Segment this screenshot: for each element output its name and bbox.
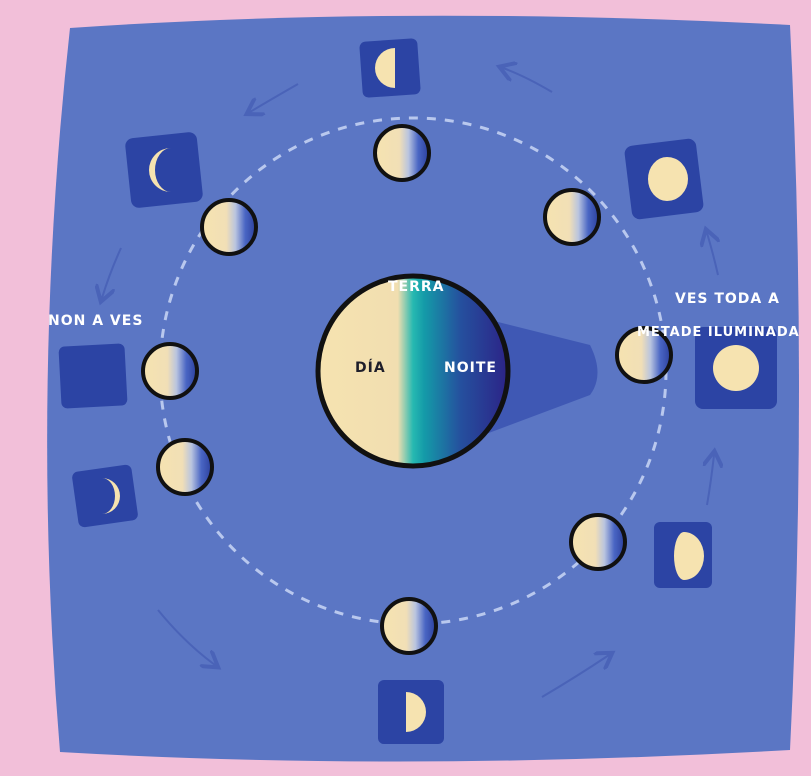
day-label: DÍA xyxy=(355,360,386,376)
phase-waxing-crescent-icon xyxy=(149,148,171,192)
orbit-arrow-right-lower xyxy=(707,455,714,506)
phase-tile-last-quarter xyxy=(378,680,444,744)
phase-waxing-gibbous-icon xyxy=(648,157,688,201)
phase-first-quarter-icon xyxy=(375,48,395,88)
phase-tile-new-moon xyxy=(58,343,128,409)
moon-top xyxy=(373,124,431,182)
not-visible-label: NON A VES xyxy=(48,313,144,329)
moon-bottom xyxy=(380,597,438,655)
earth xyxy=(315,273,511,469)
orbit-arrow-left-lower xyxy=(157,609,215,665)
orbit-arrow-top-right xyxy=(503,68,553,93)
moon-top-left xyxy=(200,198,258,256)
phase-tile-first-quarter xyxy=(359,38,421,98)
phase-tile-waning-gibbous xyxy=(654,522,712,588)
moon-top-right xyxy=(543,188,601,246)
orbit-arrow-top-left xyxy=(250,83,299,112)
moon-left-upper xyxy=(141,342,199,400)
moon-left-lower xyxy=(156,438,214,496)
orbit-arrow-left-upper xyxy=(102,247,122,298)
orbit-arrow-bottom-right xyxy=(541,655,609,698)
phase-last-quarter-icon xyxy=(406,692,426,732)
phase-tile-full-moon xyxy=(695,327,777,409)
phase-tile-waxing-crescent xyxy=(125,132,203,208)
phase-tile-waxing-gibbous xyxy=(624,138,704,220)
full-visible-label-line2: METADE ILUMINADA xyxy=(637,325,800,340)
phase-waning-gibbous-icon xyxy=(674,532,704,580)
orbit-arrow-right-upper xyxy=(707,233,718,276)
earth-label: TERRA xyxy=(388,279,445,295)
phase-tiles xyxy=(58,38,777,744)
moon-bottom-right xyxy=(569,513,627,571)
phase-tile-waning-crescent xyxy=(72,464,138,528)
night-label: NOITE xyxy=(444,360,497,376)
moon-right xyxy=(615,326,673,384)
phase-waning-crescent-icon xyxy=(102,478,120,514)
orbit-moons xyxy=(141,124,673,655)
orbit-direction-arrows xyxy=(102,68,718,698)
full-visible-label-line1: VES TODA A xyxy=(675,291,780,307)
phase-full-moon-icon xyxy=(713,345,759,391)
